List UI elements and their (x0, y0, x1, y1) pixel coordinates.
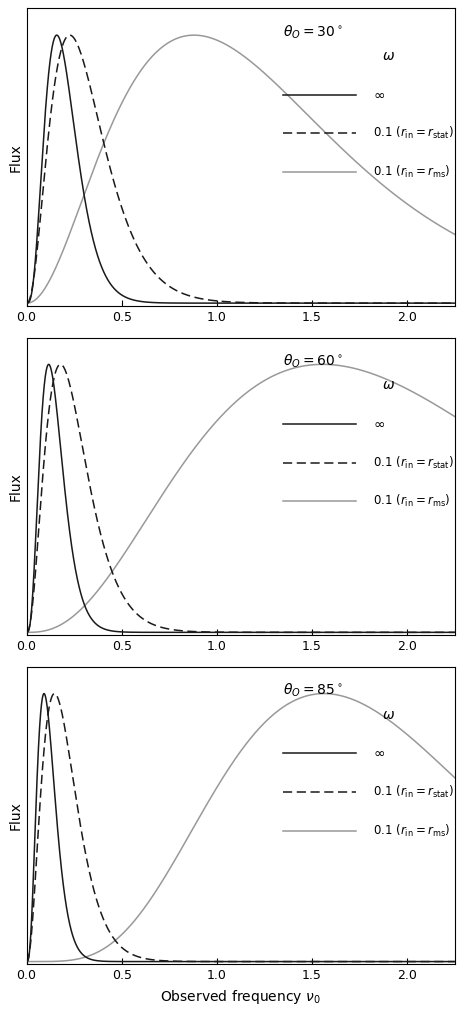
Text: $\theta_O=85^\circ$: $\theta_O=85^\circ$ (283, 681, 343, 699)
Text: $0.1\ (r_{\rm in}{=}r_{\rm stat})$: $0.1\ (r_{\rm in}{=}r_{\rm stat})$ (374, 126, 454, 142)
Text: $\infty$: $\infty$ (374, 417, 385, 431)
Y-axis label: Flux: Flux (9, 472, 22, 501)
Text: $\omega$: $\omega$ (382, 49, 395, 63)
Text: $\infty$: $\infty$ (374, 88, 385, 101)
Text: $\omega$: $\omega$ (382, 708, 395, 722)
X-axis label: Observed frequency $\nu_0$: Observed frequency $\nu_0$ (160, 988, 321, 1006)
Text: $\theta_O=30^\circ$: $\theta_O=30^\circ$ (283, 23, 343, 41)
Text: $0.1\ (r_{\rm in}{=}r_{\rm ms})$: $0.1\ (r_{\rm in}{=}r_{\rm ms})$ (374, 164, 451, 180)
Text: $\omega$: $\omega$ (382, 378, 395, 392)
Text: $0.1\ (r_{\rm in}{=}r_{\rm stat})$: $0.1\ (r_{\rm in}{=}r_{\rm stat})$ (374, 784, 454, 800)
Text: $0.1\ (r_{\rm in}{=}r_{\rm ms})$: $0.1\ (r_{\rm in}{=}r_{\rm ms})$ (374, 822, 451, 839)
Y-axis label: Flux: Flux (9, 143, 22, 171)
Text: $\infty$: $\infty$ (374, 746, 385, 760)
Text: $0.1\ (r_{\rm in}{=}r_{\rm stat})$: $0.1\ (r_{\rm in}{=}r_{\rm stat})$ (374, 454, 454, 470)
Text: $\theta_O=60^\circ$: $\theta_O=60^\circ$ (283, 353, 343, 370)
Text: $0.1\ (r_{\rm in}{=}r_{\rm ms})$: $0.1\ (r_{\rm in}{=}r_{\rm ms})$ (374, 493, 451, 509)
Y-axis label: Flux: Flux (9, 801, 22, 829)
